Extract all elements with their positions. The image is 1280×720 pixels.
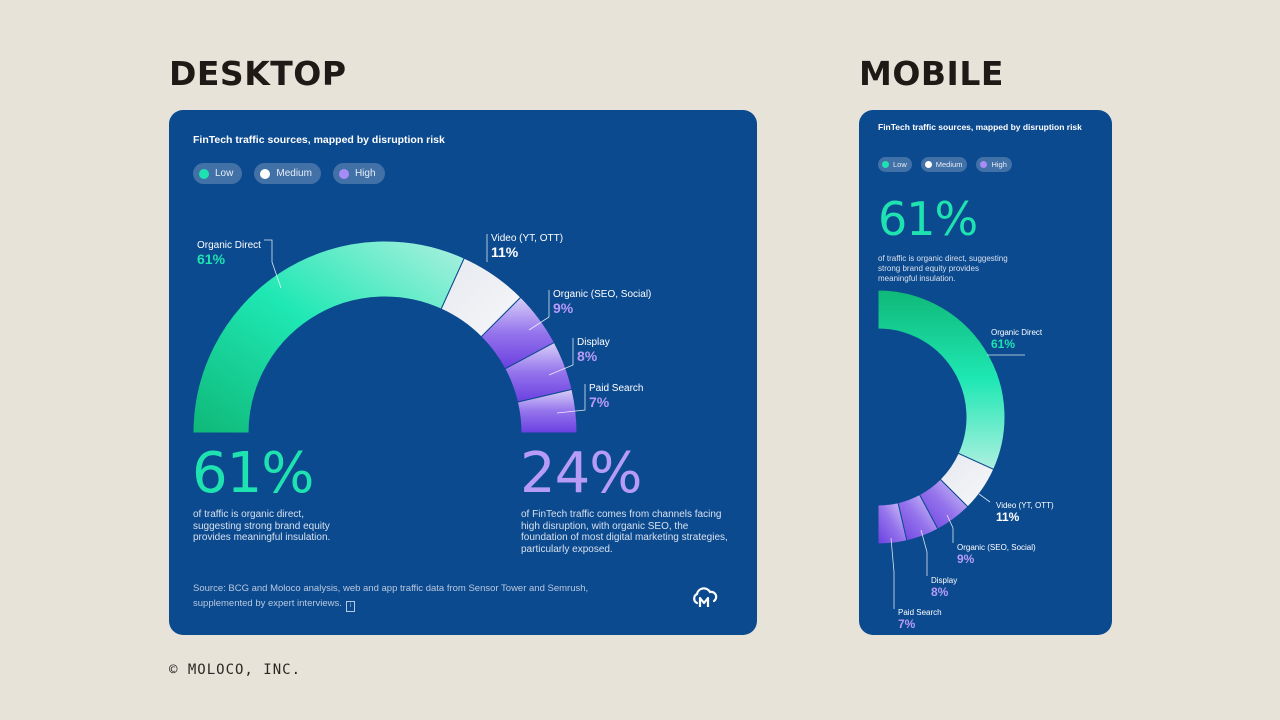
desktop-heading: DESKTOP [169, 54, 347, 93]
copyright: © MOLOCO, INC. [169, 662, 302, 678]
mobile-heading: MOBILE [859, 54, 1004, 93]
mobile-legend-swatch-high [980, 161, 988, 168]
source-note: Source: BCG and Moloco analysis, web and… [193, 581, 633, 612]
mobile-legend-item-high: High [976, 157, 1012, 172]
segment-organic-direct [192, 240, 465, 434]
mobile-chart-title: FinTech traffic sources, mapped by disru… [878, 122, 1082, 132]
mobile-value-label: 9% [957, 552, 975, 566]
segment-paid-search [516, 388, 578, 434]
leader-line-organic-seo-social [528, 290, 550, 331]
legend-label-high: High [354, 168, 376, 179]
desktop-card: FinTech traffic sources, mapped by disru… [169, 110, 757, 635]
label-organic-seo-social: Organic (SEO, Social)9% [528, 289, 651, 331]
mobile-value-label: 11% [996, 510, 1020, 524]
legend-item-medium: Medium [254, 163, 321, 184]
mobile-legend-swatch-low [882, 161, 889, 168]
mobile-category-label: Video (YT, OTT) [996, 501, 1054, 510]
mobile-leader-line-display [920, 529, 928, 576]
mobile-category-label: Organic (SEO, Social) [957, 543, 1036, 552]
mobile-leader-line-paid-search [890, 537, 895, 609]
value-label: 11% [491, 244, 519, 260]
value-label: 9% [553, 300, 574, 316]
stat-left-value: 61% [192, 441, 314, 506]
mobile-legend-label-high: High [991, 160, 1007, 169]
mobile-leader-line-organic-seo-social [946, 514, 954, 543]
mobile-category-label: Paid Search [898, 608, 942, 617]
mobile-segment-paid-search [877, 502, 908, 545]
mobile-legend-label-medium: Medium [935, 160, 963, 169]
mobile-card: FinTech traffic sources, mapped by disru… [859, 110, 1112, 635]
legend-label-low: Low [215, 168, 234, 179]
legend-swatch-medium [260, 168, 271, 179]
chart-title: FinTech traffic sources, mapped by disru… [193, 134, 445, 146]
mobile-legend-item-low: Low [878, 157, 912, 172]
mobile-stat-text: of traffic is organic direct, suggesting… [878, 254, 1008, 283]
mobile-label-organic-seo-social: Organic (SEO, Social)9% [946, 514, 1036, 566]
value-label: 7% [589, 394, 610, 410]
mobile-legend-swatch-medium [924, 161, 932, 168]
legend-item-high: High [332, 163, 385, 184]
mobile-legend-label-low: Low [893, 160, 907, 169]
document-icon: i [345, 601, 355, 612]
legend: Low Medium High [193, 163, 385, 184]
legend-item-low: Low [193, 163, 243, 184]
mobile-legend-item-medium: Medium [920, 157, 968, 172]
moloco-logo-icon [693, 587, 718, 607]
mobile-stat-value: 61% [878, 192, 978, 246]
category-label: Paid Search [589, 383, 643, 394]
leader-line-paid-search [556, 384, 586, 414]
legend-label-medium: Medium [276, 168, 312, 179]
category-label: Video (YT, OTT) [491, 233, 563, 244]
stat-left-text: of traffic is organic direct, suggesting… [193, 509, 331, 543]
value-label: 61% [197, 251, 226, 267]
legend-swatch-high [338, 168, 349, 179]
mobile-value-label: 7% [898, 617, 916, 631]
mobile-label-video-yt-ott: Video (YT, OTT)11% [978, 493, 1054, 524]
mobile-value-label: 61% [991, 337, 1015, 351]
leader-line-organic-direct [264, 239, 282, 289]
source-text: Source: BCG and Moloco analysis, web and… [193, 583, 589, 609]
legend-swatch-low [199, 168, 209, 179]
value-label: 8% [577, 348, 598, 364]
mobile-category-label: Display [931, 576, 957, 585]
stat-right-value: 24% [520, 441, 642, 506]
mobile-value-label: 8% [931, 585, 949, 599]
mobile-segment-organic-direct [877, 289, 1006, 471]
mobile-leader-line-video-yt-ott [978, 493, 991, 503]
stat-right-text: of FinTech traffic comes from channels f… [521, 509, 728, 555]
category-label: Organic Direct [197, 240, 261, 251]
mobile-legend: Low Medium High [878, 157, 1012, 172]
leader-line-display [548, 338, 574, 376]
category-label: Organic (SEO, Social) [553, 289, 651, 300]
label-video-yt-ott: Video (YT, OTT)11% [486, 233, 563, 262]
mobile-category-label: Organic Direct [991, 328, 1043, 337]
category-label: Display [577, 337, 610, 348]
